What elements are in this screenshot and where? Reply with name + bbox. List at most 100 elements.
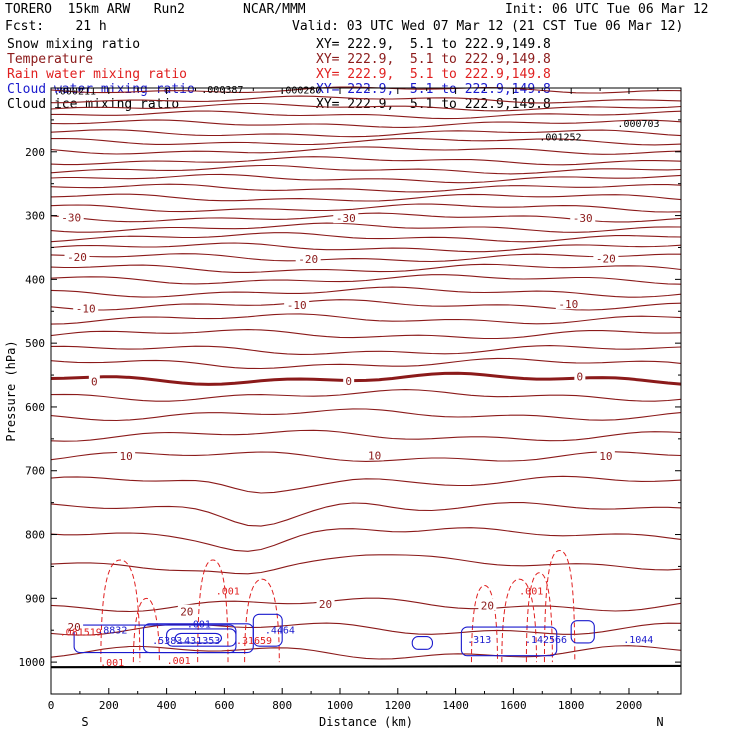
- isotherm-lines: [50, 86, 682, 669]
- max-value-label: .001: [187, 620, 211, 631]
- rain-water-contour: [132, 597, 160, 663]
- isotherm-label-bg: [596, 449, 615, 462]
- isotherm-line: [50, 408, 682, 422]
- isotherm-label: -20: [596, 252, 616, 265]
- organization-label: NCAR/MMM: [243, 2, 306, 17]
- isotherm-line: [50, 554, 682, 575]
- x-tick-label: 800: [272, 699, 292, 712]
- isotherm-label: -20: [298, 253, 318, 266]
- y-tick-label: 1000: [19, 656, 46, 669]
- legend-name-rain: Rain water mixing ratio: [7, 67, 188, 82]
- y-tick-label: 300: [25, 210, 45, 223]
- isotherm-label-bg: [295, 251, 321, 264]
- legend-name-temperature: Temperature: [7, 52, 94, 67]
- isotherm-zero: [50, 371, 682, 386]
- isotherm-line: [50, 212, 682, 223]
- isotherm-label: 0: [577, 370, 584, 383]
- max-value-label: .4464: [265, 625, 295, 636]
- isotherm-line: [50, 451, 682, 462]
- isotherm-line: [50, 274, 682, 285]
- isotherm-label: -30: [573, 212, 593, 225]
- isotherm-label: 20: [180, 606, 193, 619]
- isotherm-label-bg: [65, 620, 84, 633]
- isotherm-label: 0: [91, 375, 98, 388]
- x-tick-label: 400: [157, 699, 177, 712]
- isotherm-line: [51, 110, 682, 120]
- legend-xy-cloud-water: XY= 222.9, 5.1 to 222.9,149.8: [316, 82, 551, 97]
- isotherm-line: [50, 193, 682, 202]
- plot-border: [50, 87, 682, 695]
- isotherm-line: [50, 345, 682, 355]
- isotherm-label: -30: [61, 211, 81, 224]
- y-tick-label: 400: [25, 273, 45, 286]
- isotherm-line: [50, 242, 682, 253]
- y-tick-label: 200: [25, 146, 45, 159]
- contour-labels: -30 -30 -30 -20 -20 -20 -10 -10 -10 0 0 0 10 10 10 20 20…: [54, 85, 660, 669]
- legend-xy-cloud-ice: XY= 222.9, 5.1 to 222.9,149.8: [316, 97, 551, 112]
- isotherm-label-bg: [316, 597, 335, 610]
- isotherm-label-bg: [117, 449, 136, 462]
- isotherm-line: [50, 286, 682, 298]
- legend-name-cloud-ice: Cloud ice mixing ratio: [7, 97, 180, 112]
- isotherm-line: [50, 253, 681, 263]
- isotherm-label-bg: [58, 210, 84, 223]
- rain-water-contour: [543, 549, 576, 663]
- max-value-label: .5383: [152, 636, 182, 647]
- valid-time-label: Valid: 03 UTC Wed 07 Mar 12 (21 CST Tue …: [292, 19, 684, 34]
- isotherm-label-bg: [478, 598, 497, 611]
- y-axis-title: Pressure (hPa): [4, 340, 18, 441]
- isotherm-line: [50, 263, 682, 273]
- max-value-label: .001: [100, 658, 124, 669]
- x-tick-label: 2000: [616, 699, 643, 712]
- x-tick-label: 600: [214, 699, 234, 712]
- isotherm-line: [50, 475, 682, 494]
- cloud-water-contour: [166, 628, 237, 647]
- isotherm-line: [50, 429, 682, 442]
- isotherm-line: [50, 329, 682, 340]
- rain-water-contour: [470, 585, 498, 663]
- isotherm-line: [50, 527, 682, 552]
- isotherm-line: [50, 389, 682, 402]
- max-value-label: .31659: [236, 636, 272, 647]
- isotherm-line: [50, 357, 682, 370]
- x-tick-label: 1000: [327, 699, 354, 712]
- isotherm-label-bg: [73, 301, 99, 314]
- isotherm-line: [50, 597, 682, 613]
- cloud-water-contour: [73, 624, 237, 654]
- legend-xy-temperature: XY= 222.9, 5.1 to 222.9,149.8: [316, 52, 551, 67]
- isotherm-line: [50, 164, 682, 175]
- isotherm-line: [50, 183, 682, 193]
- south-end-label: S: [81, 715, 88, 729]
- rain-water-contour: [197, 559, 229, 663]
- isotherm-label-bg: [365, 448, 384, 461]
- rain-water-contours: [100, 549, 576, 663]
- cloud-water-contour: [174, 632, 223, 644]
- isotherm-label: -10: [76, 303, 96, 316]
- isotherm-label: -20: [67, 251, 87, 264]
- model-run-label: TORERO 15km ARW Run2: [5, 2, 186, 17]
- x-tick-label: 1200: [385, 699, 412, 712]
- y-tick-label: 700: [25, 465, 45, 478]
- isotherm-label: -10: [287, 299, 307, 312]
- max-value-label: .001: [216, 586, 240, 597]
- isotherm-label-bg: [88, 374, 100, 387]
- isotherm-line: [50, 299, 682, 311]
- isotherm-label-bg: [343, 373, 355, 386]
- isotherm-line: [50, 137, 682, 146]
- cloud-water-contour: [570, 620, 595, 644]
- isotherm-line: [50, 622, 682, 636]
- x-axis-title: Distance (km): [319, 715, 413, 729]
- x-tick-label: 1400: [442, 699, 469, 712]
- max-value-label: .001252: [539, 132, 581, 143]
- max-value-label: .313: [467, 635, 491, 646]
- max-value-label: .1044: [623, 635, 653, 646]
- cloud-water-contour: [142, 623, 254, 654]
- isotherm-label-bg: [333, 211, 359, 224]
- max-value-label: .081519: [60, 627, 102, 638]
- isotherm-label-bg: [574, 369, 586, 382]
- max-value-label: .001: [519, 586, 543, 597]
- y-tick-label: 900: [25, 592, 45, 605]
- rain-water-contour: [100, 559, 141, 663]
- isotherm-label: 0: [345, 375, 352, 388]
- isotherm-label-bg: [555, 297, 581, 310]
